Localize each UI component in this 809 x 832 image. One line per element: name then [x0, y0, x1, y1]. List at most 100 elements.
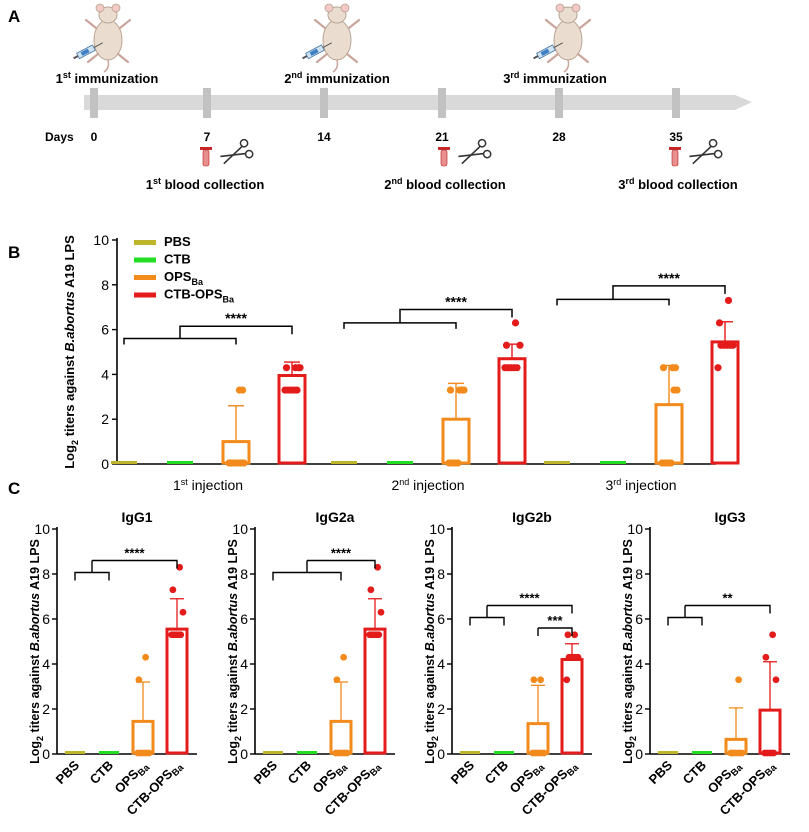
subplot-igg2a: Log2 titers against B.abortus A19 LPSIgG… [226, 509, 395, 820]
significance-label: **** [331, 546, 352, 561]
ordinal-suffix: st [153, 176, 161, 186]
bar [131, 719, 155, 755]
mouse-ear [340, 3, 350, 13]
data-point [377, 608, 385, 616]
ordinal-suffix: rd [625, 176, 634, 186]
category-label: CTB-OPSBa [322, 757, 385, 820]
scissors-icon [220, 138, 254, 165]
bar [654, 403, 684, 465]
category-label: CTB [680, 758, 709, 787]
significance-bracket-upper [307, 559, 376, 569]
y-tick-label: 10 [429, 521, 445, 537]
data-point [454, 459, 462, 467]
scissors-handle [713, 149, 723, 159]
panel-c-letter: C [8, 479, 20, 498]
group-label: 1st injection [173, 477, 243, 493]
significance-bracket-lower [469, 616, 505, 626]
data-point [772, 676, 780, 684]
subscript: 2 [70, 440, 80, 445]
y-tick-label: 0 [240, 746, 248, 762]
bar [497, 357, 527, 465]
day-label: 0 [91, 130, 98, 144]
label-text: titers against [226, 651, 240, 736]
italic-species: B.abortus [28, 593, 42, 651]
syringe-fluid [309, 48, 319, 56]
category-label: CTB-OPSBa [124, 757, 187, 820]
panel-c-charts: C Log2 titers against B.abortus A19 LPSI… [8, 479, 790, 820]
y-tick-label: 4 [101, 366, 109, 382]
label-text: A19 LPS [423, 539, 437, 593]
data-point [142, 653, 150, 661]
significance-label: **** [445, 293, 467, 309]
data-point [530, 676, 538, 684]
data-point [179, 608, 187, 616]
bar [758, 708, 782, 755]
data-point [293, 386, 301, 394]
y-tick-label: 10 [627, 521, 643, 537]
data-point [762, 653, 770, 661]
data-point [671, 364, 680, 372]
significance-label: **** [519, 591, 540, 606]
data-point [294, 364, 303, 372]
y-tick-label: 0 [635, 746, 643, 762]
significance-bracket-lower [343, 322, 457, 329]
label-text: blood collection [402, 177, 505, 192]
data-point [537, 676, 545, 684]
legend-label: CTB [164, 252, 191, 267]
bar [329, 719, 353, 755]
mouse-limbs [84, 18, 132, 64]
ordinal-suffix: st [181, 477, 189, 487]
significance-bracket-lower [556, 298, 670, 306]
label-text: PBS [53, 757, 83, 787]
significance-bracket-upper [487, 604, 573, 614]
tube-body [202, 149, 210, 167]
y-tick-label: 2 [437, 701, 445, 717]
legend-label: OPSBa [164, 269, 204, 287]
legend-label: PBS [164, 234, 191, 249]
mouse-ear [95, 3, 105, 13]
data-point [571, 631, 579, 639]
label-text: titers against [621, 651, 635, 736]
data-point [238, 386, 247, 394]
timeline-tick [672, 88, 680, 118]
y-tick-label: 10 [34, 521, 50, 537]
label-text: CTB [680, 758, 709, 787]
y-tick-label: 0 [101, 456, 109, 472]
label-text: immunization [71, 71, 158, 86]
mouse-tail [332, 59, 339, 73]
label-text: injection [188, 477, 243, 493]
label-text: injection [409, 477, 464, 493]
scissors-handle [477, 138, 487, 148]
category-label: CTB-OPSBa [519, 757, 582, 820]
scissors-handle [244, 149, 254, 159]
syringe-plunger [533, 55, 539, 60]
italic-species: B.abortus [226, 593, 240, 651]
ordinal-number: 3 [503, 71, 510, 86]
ordinal-number: 1 [173, 477, 181, 493]
y-axis-label: Log2 titers against B.abortus A19 LPS [621, 539, 638, 764]
timeline-tick [438, 88, 446, 118]
label-text: PBS [646, 757, 676, 787]
blood-collection-label: 1st blood collection [146, 176, 265, 192]
scissors-blade [692, 145, 712, 165]
significance-bracket-upper [399, 308, 513, 323]
mouse-icon [302, 3, 361, 73]
timeline-ticks [90, 88, 680, 118]
italic-species: B.abortus [423, 593, 437, 651]
y-tick-label: 8 [101, 277, 109, 293]
category-label: PBS [646, 757, 676, 787]
data-point [282, 364, 291, 372]
syringe-icon [302, 42, 332, 60]
data-point [374, 563, 382, 571]
data-point [540, 749, 548, 757]
tube-cap [200, 147, 212, 150]
category-label: CTB [285, 758, 314, 787]
y-tick-label: 4 [42, 656, 50, 672]
data-point [673, 386, 681, 394]
data-point [226, 459, 235, 467]
data-point [735, 676, 743, 684]
subplot-title: IgG3 [714, 509, 745, 525]
data-point [135, 676, 143, 684]
data-point [169, 586, 177, 594]
